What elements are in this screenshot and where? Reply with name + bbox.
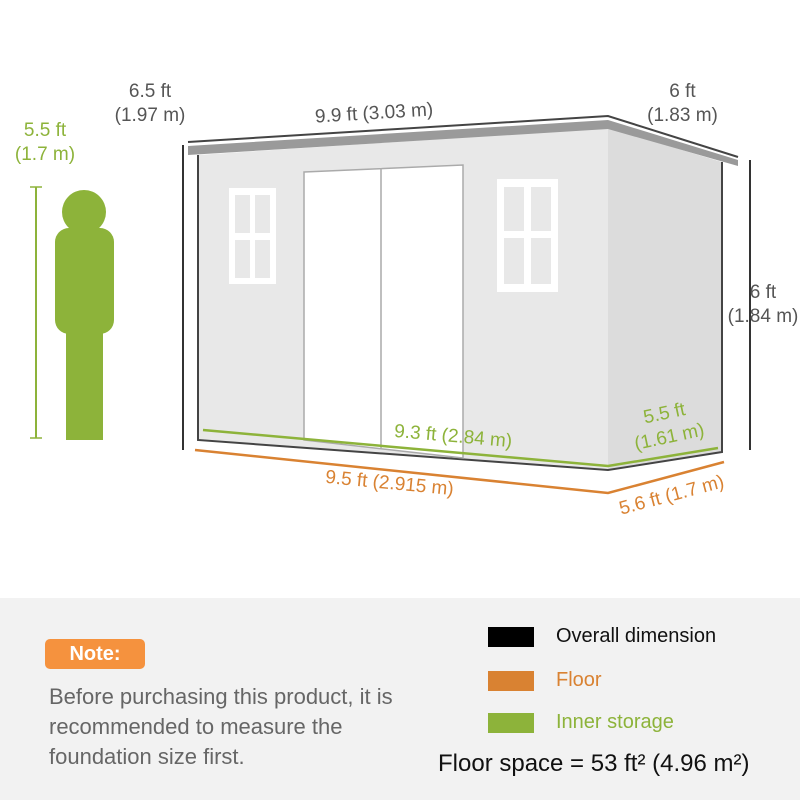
left-window	[229, 188, 276, 284]
legend-inner-storage: Inner storage	[488, 710, 788, 734]
person-silhouette	[55, 190, 114, 440]
legend-label: Overall dimension	[556, 625, 717, 647]
shed-roof	[188, 120, 738, 166]
right-window	[497, 179, 558, 292]
legend-swatch-orange	[488, 671, 534, 691]
legend-swatch-green	[488, 713, 534, 733]
person-height-label: 5.5 ft (1.7 m)	[14, 120, 76, 165]
info-panel: Note: Before purchasing this product, it…	[0, 598, 800, 800]
legend-overall: Overall dimension	[488, 624, 788, 648]
legend-floor: Floor	[488, 668, 788, 692]
side-height-label: 6 ft (1.84 m)	[727, 282, 799, 327]
legend-label: Inner storage	[556, 711, 674, 733]
legend-swatch-black	[488, 627, 534, 647]
inner-storage-line	[202, 428, 719, 468]
floor-line	[194, 448, 725, 495]
floor-space: Floor space = 53 ft² (4.96 m²)	[438, 750, 750, 777]
shed-door	[303, 164, 464, 459]
roof-depth-label: 6 ft (1.83 m)	[647, 81, 718, 126]
legend-label: Floor	[556, 669, 602, 691]
shed-side-face	[608, 128, 722, 470]
note-text: Before purchasing this product, it is re…	[49, 684, 393, 769]
overall-height-label: 6.5 ft (1.97 m)	[114, 81, 186, 126]
shed-diagram	[30, 114, 751, 495]
note-badge: Note:	[45, 639, 145, 669]
